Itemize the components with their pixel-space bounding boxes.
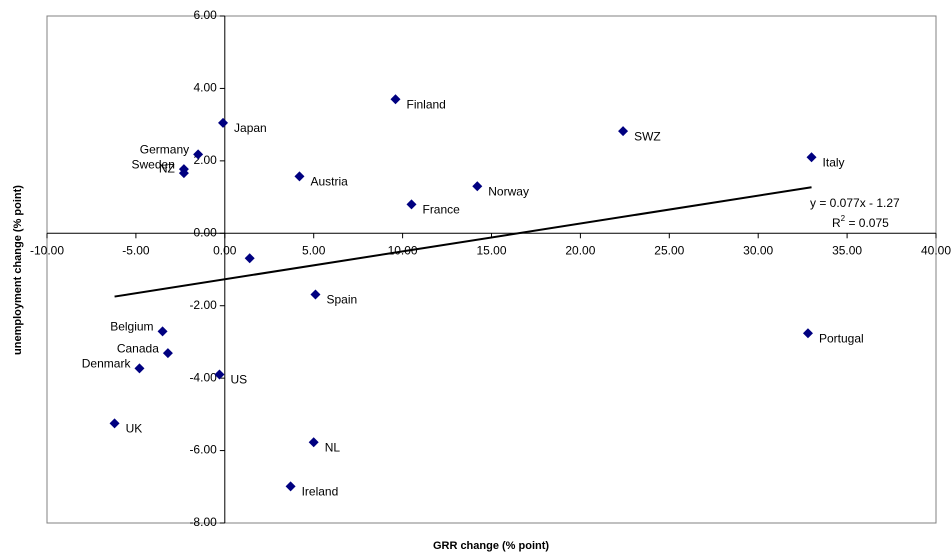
- plot-frame: [46, 15, 937, 524]
- point-label: Portugal: [819, 331, 864, 345]
- point: [162, 348, 173, 359]
- point-label: UK: [126, 422, 143, 436]
- x-tick-label: 0.00: [213, 243, 237, 257]
- point-label: Canada: [117, 341, 159, 355]
- r2-base: R: [832, 216, 841, 230]
- y-tick-label: 0.00: [193, 225, 217, 239]
- point: [193, 149, 204, 160]
- r2-sup: 2: [841, 214, 846, 223]
- point-label: Sweden: [132, 157, 175, 171]
- point-label: NZ: [159, 161, 175, 175]
- point: [390, 94, 401, 105]
- point: [157, 326, 168, 337]
- point: [244, 253, 255, 264]
- y-tick-label: -2.00: [189, 298, 217, 312]
- point: [178, 168, 189, 179]
- x-axis-title: GRR change (% point): [433, 540, 549, 552]
- x-tick-label: 35.00: [832, 243, 862, 257]
- point: [310, 289, 321, 300]
- point: [294, 171, 305, 182]
- point: [308, 437, 319, 448]
- y-tick-label: -8.00: [189, 515, 217, 529]
- point-label: Belgium: [110, 320, 153, 334]
- point: [806, 152, 817, 163]
- point-label: Italy: [823, 155, 845, 169]
- x-tick-label: 15.00: [476, 243, 506, 257]
- trendline: [114, 186, 812, 298]
- point: [618, 126, 629, 137]
- point: [109, 418, 120, 429]
- y-tick-label: -6.00: [189, 443, 217, 457]
- trendline-r2: R2 = 0.075: [832, 214, 889, 230]
- x-tick-label: -5.00: [122, 243, 150, 257]
- point-label: Norway: [488, 184, 529, 198]
- point-label: France: [422, 202, 460, 216]
- point-label: Ireland: [302, 485, 339, 499]
- point: [285, 481, 296, 492]
- y-tick-label: 6.00: [193, 8, 217, 22]
- point-label: Germany: [140, 143, 189, 157]
- r2-text: = 0.075: [845, 216, 889, 230]
- point-label: Japan: [234, 121, 267, 135]
- trendline-equation: y = 0.077x - 1.27: [810, 196, 900, 210]
- y-tick-label: -4.00: [189, 370, 217, 384]
- x-tick-label: 40.00: [921, 243, 951, 257]
- x-tick-label: 20.00: [565, 243, 595, 257]
- point: [802, 328, 813, 339]
- point-label: NL: [325, 440, 341, 454]
- point: [406, 199, 417, 210]
- point-label: Finland: [406, 97, 445, 111]
- y-tick-label: 4.00: [193, 81, 217, 95]
- point-label: SWZ: [634, 129, 661, 143]
- x-tick-label: -10.00: [30, 243, 64, 257]
- y-axis-title: unemployment change (% point): [12, 185, 24, 355]
- point-label: Austria: [310, 175, 348, 189]
- point: [218, 117, 229, 128]
- point: [214, 369, 225, 380]
- point: [134, 363, 145, 374]
- x-tick-label: 25.00: [654, 243, 684, 257]
- x-tick-label: 5.00: [302, 243, 326, 257]
- point-label: Denmark: [82, 357, 132, 371]
- point-label: US: [230, 373, 247, 387]
- point-label: Spain: [326, 293, 357, 307]
- x-tick-label: 30.00: [743, 243, 773, 257]
- point: [472, 181, 483, 192]
